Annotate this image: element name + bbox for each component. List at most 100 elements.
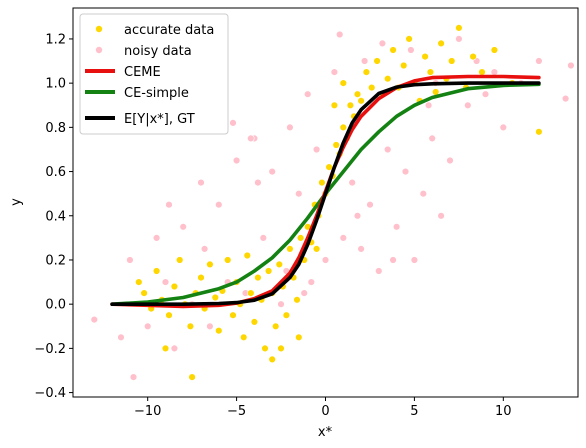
noisy-data-point: [215, 201, 223, 209]
noisy-data-point: [307, 278, 315, 286]
noisy-data-point: [428, 134, 436, 143]
x-tick-label: −5: [227, 404, 246, 419]
noisy-data-point: [336, 30, 344, 39]
noisy-data-point: [410, 256, 419, 264]
legend-label-ce-simple: CE-simple: [124, 86, 189, 101]
noisy-data-point: [229, 119, 237, 127]
accurate-data-point: [243, 251, 252, 260]
noisy-data-point: [126, 256, 134, 264]
accurate-data-point: [368, 83, 376, 92]
legend: accurate data noisy data CEME CE-simple …: [79, 13, 229, 135]
accurate-data-point: [405, 35, 413, 43]
accurate-data-point: [421, 52, 429, 61]
accurate-data-point: [312, 245, 321, 253]
noisy-data-point: [200, 245, 209, 253]
noisy-data-point: [419, 190, 427, 198]
accurate-data-point: [229, 311, 237, 319]
series-line-gt: [110, 81, 541, 306]
y-tick-label: 0.0: [45, 298, 66, 313]
accurate-data-point: [272, 322, 280, 330]
accurate-data-point: [264, 267, 273, 275]
accurate-data-point: [275, 260, 283, 269]
noisy-data-point: [330, 68, 339, 76]
accurate-data-point: [295, 333, 303, 341]
x-tick-label: 0: [321, 404, 329, 419]
legend-box: [79, 13, 229, 135]
accurate-data-point: [535, 128, 543, 136]
noisy-data-point: [378, 39, 387, 48]
accurate-data-point: [250, 318, 259, 326]
noisy-data-point: [348, 178, 356, 187]
accurate-data-point: [211, 293, 220, 302]
noisy-data-point: [117, 333, 125, 341]
noisy-data-point: [170, 344, 179, 353]
noisy-data-point: [300, 289, 308, 297]
noisy-data-point: [490, 68, 499, 76]
noisy-data-point: [152, 234, 161, 242]
noisy-data-point: [144, 322, 152, 330]
accurate-data-point: [277, 344, 285, 353]
accurate-data-point: [240, 333, 248, 341]
noisy-data-point: [360, 57, 369, 65]
accurate-data-point: [339, 123, 347, 132]
accurate-data-point: [437, 39, 445, 48]
noisy-data-point: [339, 234, 347, 242]
accurate-data-point: [373, 57, 381, 65]
noisy-data-point: [295, 190, 303, 198]
accurate-data-point: [206, 260, 214, 269]
noisy-data-point: [424, 101, 433, 110]
accurate-data-point: [318, 178, 326, 187]
noisy-data-point: [277, 300, 285, 308]
accurate-data-point: [293, 296, 301, 304]
accurate-data-point: [478, 68, 486, 76]
accurate-data-point: [247, 289, 255, 297]
y-tick-label: 1.2: [45, 32, 66, 47]
noisy-data-point: [304, 90, 312, 98]
accurate-data-point: [135, 278, 143, 286]
accurate-data-point: [426, 68, 435, 76]
x-tick-label: 10: [495, 404, 512, 419]
noisy-data-point: [179, 223, 187, 231]
accurate-data-point: [400, 61, 408, 70]
accurate-data-point: [296, 234, 305, 242]
accurate-data-point: [332, 141, 340, 149]
accurate-data-point: [176, 256, 184, 264]
accurate-data-point: [384, 74, 392, 83]
x-tick-label: −10: [134, 404, 161, 419]
accurate-data-point: [282, 311, 291, 319]
noisy-data-point: [259, 234, 267, 242]
noisy-data-point: [499, 123, 507, 132]
accurate-data-point: [325, 163, 333, 171]
noisy-data-point: [401, 167, 410, 176]
accurate-data-point: [286, 245, 294, 253]
noisy-data-point: [437, 212, 445, 220]
noisy-data-point: [232, 156, 241, 165]
accurate-data-point: [469, 52, 477, 61]
y-tick-label: 0.8: [45, 121, 66, 136]
noisy-data-point: [464, 101, 472, 110]
noisy-data-point: [389, 256, 397, 264]
x-axis-label: x*: [318, 425, 333, 440]
noisy-data-point: [321, 256, 330, 264]
noisy-data-point: [455, 35, 463, 43]
y-axis: −0.4 −0.2 0.0 0.2 0.4 0.6 0.8 1.0 1.2: [34, 32, 73, 401]
legend-marker-accurate-data: [95, 25, 103, 33]
accurate-data-point: [165, 311, 173, 319]
noisy-data-point: [247, 134, 255, 143]
noisy-data-point: [567, 61, 575, 70]
legend-label-ceme: CEME: [124, 65, 161, 80]
accurate-data-point: [346, 101, 355, 110]
accurate-data-point: [490, 46, 499, 54]
accurate-data-point: [357, 97, 365, 105]
y-tick-label: 0.2: [45, 253, 66, 268]
accurate-data-point: [362, 68, 371, 76]
y-tick-label: 0.6: [45, 165, 66, 180]
noisy-data-point: [206, 322, 214, 330]
noisy-data-point: [407, 46, 415, 54]
accurate-data-point: [152, 267, 161, 275]
noisy-data-point: [286, 123, 294, 132]
noisy-data-point: [268, 167, 276, 176]
accurate-data-point: [455, 24, 463, 32]
accurate-data-point: [140, 289, 148, 297]
